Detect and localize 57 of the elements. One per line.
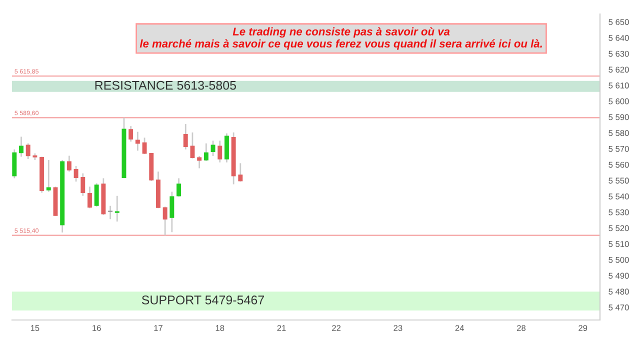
candlestick [88,186,92,209]
candlestick [128,125,134,142]
candlestick [190,132,195,160]
candlestick [80,172,86,197]
candlestick [74,165,78,182]
x-tick-label: 17 [154,325,162,331]
annotation: Le trading ne consiste pas à savoir où va le marché mais à savoir ce que vous ferez vous quand il sera arrivé ici ou là. [140,27,542,50]
candlestick [210,140,216,157]
candlestick [46,159,51,192]
y-tick-label: 5 570 [608,146,629,152]
candlestick [162,206,168,236]
candlestick [218,140,222,164]
x-tick-label: 16 [92,325,101,331]
y-tick-label: 5 620 [608,66,629,73]
candlestick [94,182,99,208]
x-tick-label: 22 [332,325,341,331]
candlestick [176,178,182,198]
y-tick-label: 5 490 [608,272,629,279]
y-tick-label: 5 580 [608,130,629,136]
y-tick-label: 5 600 [608,98,629,104]
candlestick [12,148,17,179]
y-tick-label: 5 650 [608,19,629,26]
candlestick [183,123,188,150]
y-tick-label: 5 520 [608,225,629,232]
candlestick [170,191,174,233]
y-tick-label: 5 500 [608,256,629,263]
x-tick-label: 15 [30,325,40,331]
candlestick [197,155,202,169]
candlestick [238,162,243,182]
x-tick-label: 28 [517,325,526,331]
y-tick-label: 5 510 [608,241,629,247]
candlestick [19,136,24,158]
y-tick-label: 5 560 [608,162,629,168]
x-tick-label: 18 [216,325,224,331]
y-tick-label: 5 540 [608,194,629,200]
x-tick-label: 23 [394,325,402,331]
candlestick [66,155,72,172]
band-label: SUPPORT 5479-5467 [142,296,264,304]
candlestick [108,205,113,220]
candlestick [135,131,140,152]
y-tick-label: 5 630 [608,50,629,57]
y-tick-label: 5 590 [608,114,629,120]
y-tick-label: 5 610 [608,82,629,88]
y-tick-label: 5 550 [608,178,629,184]
y-tick-label: 5 530 [608,209,629,216]
band-label: RESISTANCE 5613-5805 [95,80,236,90]
x-tick-label: 24 [455,325,464,331]
candlestick [114,195,120,222]
y-tick-label: 5 480 [608,288,629,295]
candlestick [142,136,147,155]
candlestick [224,132,229,164]
x-tick-label: 29 [578,325,588,331]
candlestick [204,142,208,162]
y-tick-label: 5 470 [608,304,629,310]
y-tick-label: 5 640 [608,34,629,41]
candlestick [26,142,30,160]
x-tick-label: 21 [277,325,286,331]
